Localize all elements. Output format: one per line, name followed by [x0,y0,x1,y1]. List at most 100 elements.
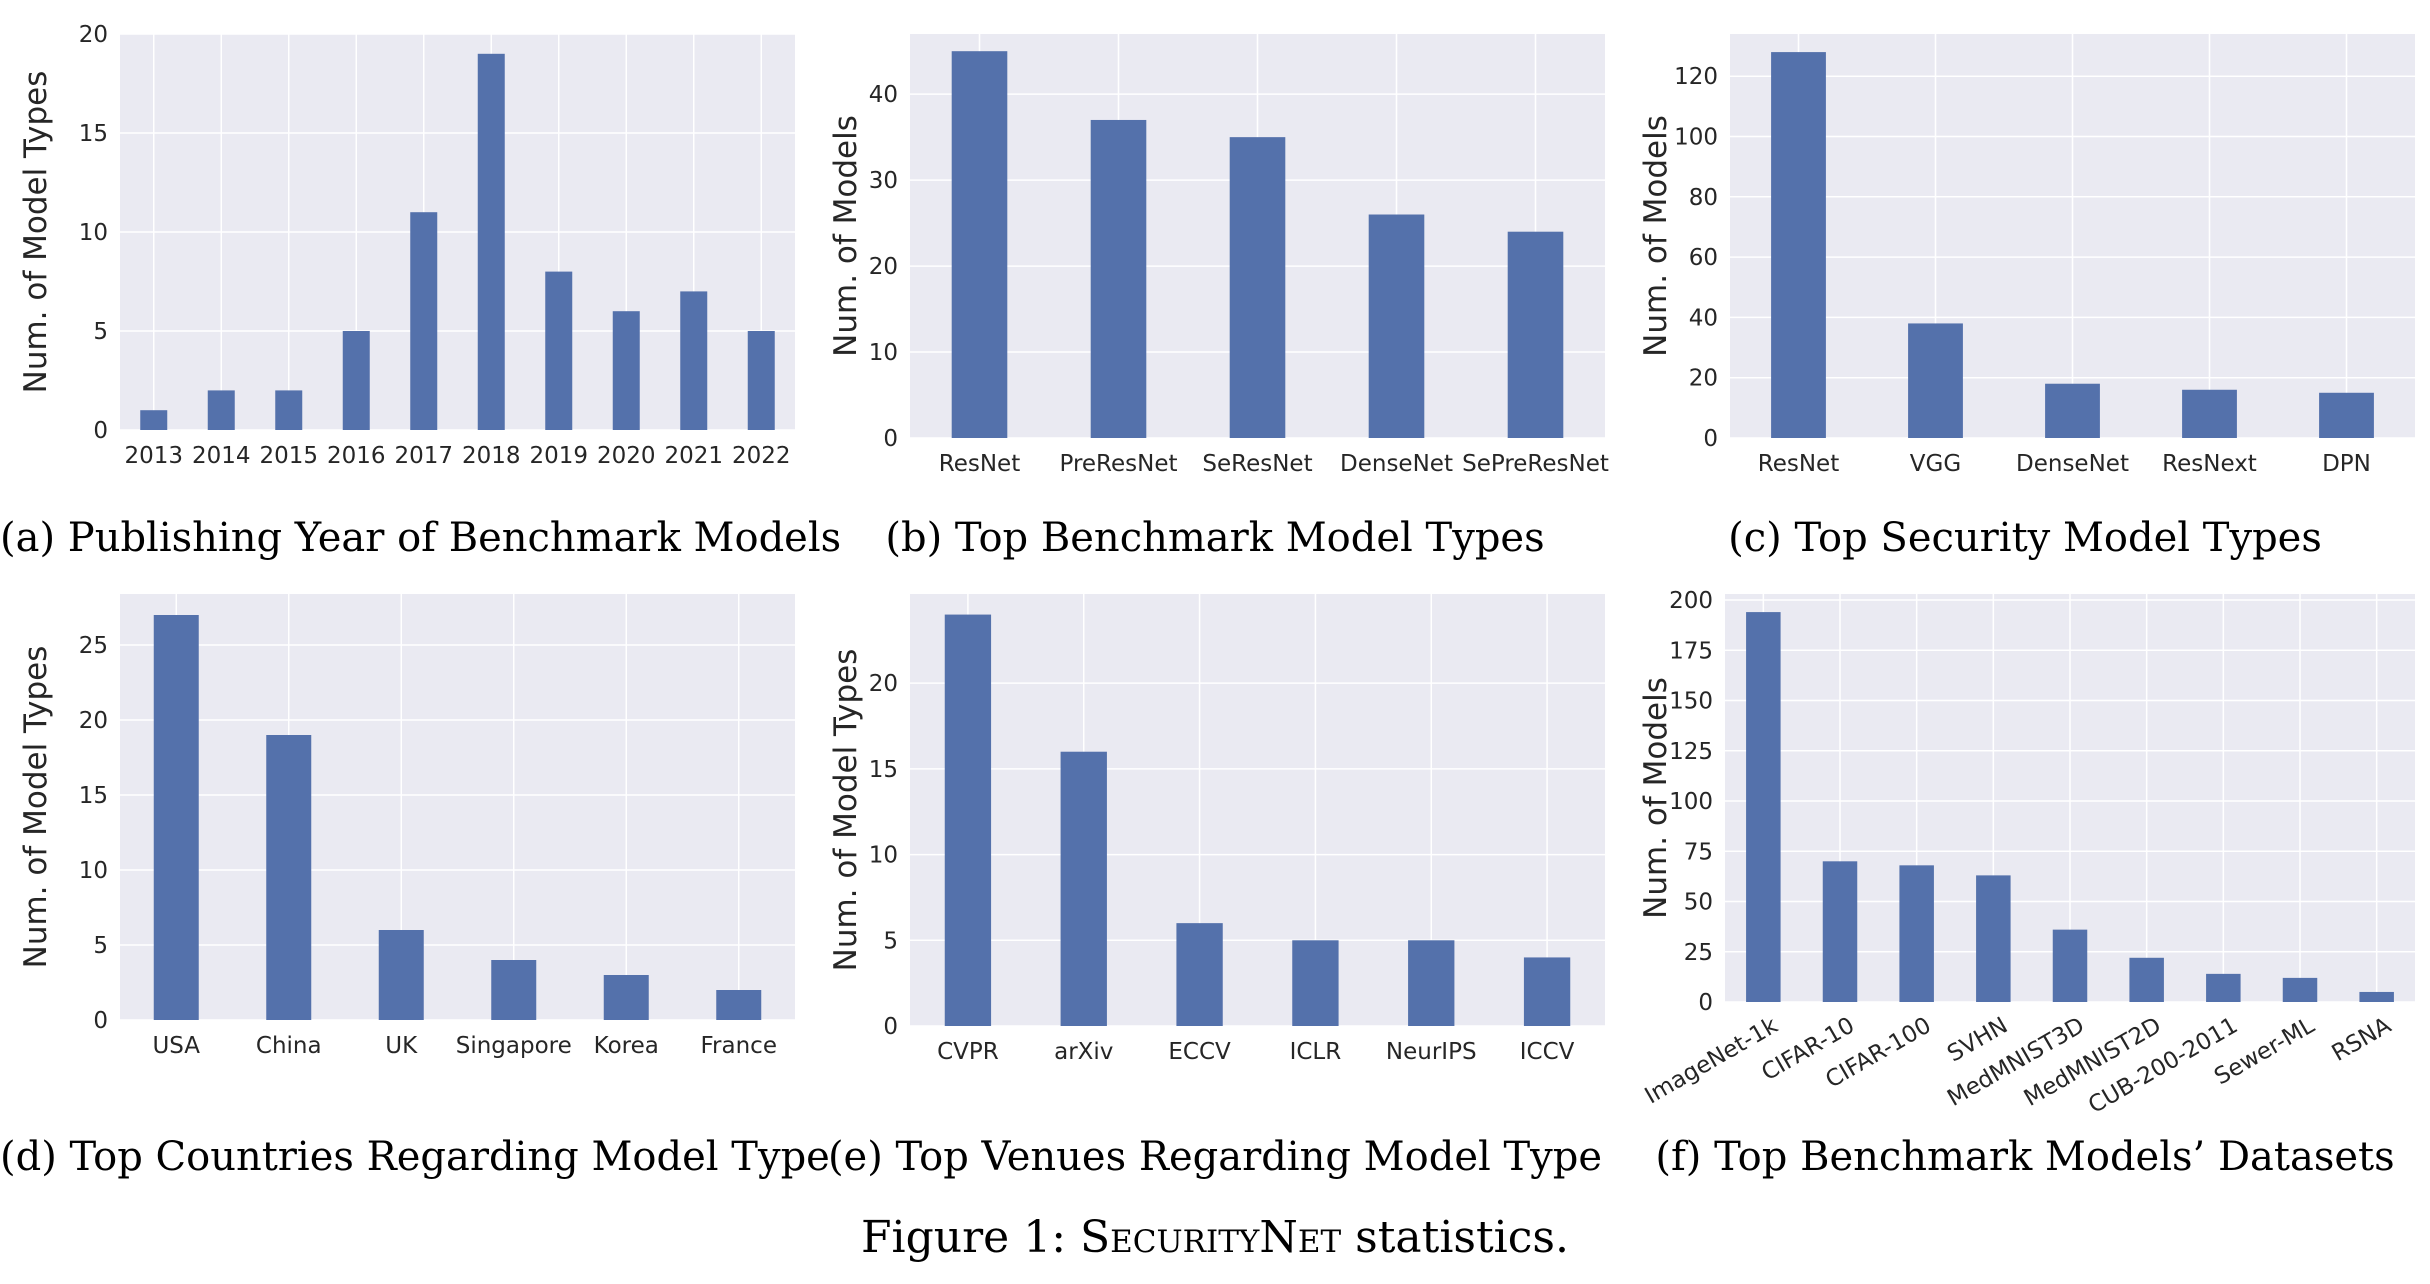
y-tick-label: 20 [869,254,898,280]
bar-preresnet [1090,119,1147,438]
y-tick-label: 60 [1689,245,1718,271]
y-tick-label: 30 [869,168,898,194]
x-tick-label: ECCV [1168,1039,1231,1065]
y-tick-label: 120 [1674,64,1718,90]
chart-d-svg: 0 5 10 15 20 25 USA China UK Singapore Korea France… [18,594,795,1059]
x-tick-label: ICCV [1520,1039,1575,1065]
chart-panel-c: 0 20 40 60 80 100 120 ResNet VGG DenseNet ResNext D… [1620,0,2430,477]
x-tick-label: CVPR [937,1039,999,1065]
y-tick-label: 10 [79,858,108,884]
x-tick-label: Korea [594,1033,659,1059]
figure-caption-prefix: Figure 1: [861,1212,1067,1263]
y-tick-label: 10 [79,220,108,246]
y-tick-label: 20 [79,708,108,734]
bar-cub-200-2011 [2206,973,2241,1002]
bar-2020 [612,311,640,430]
y-tick-label: 100 [1669,789,1713,815]
x-tick-label: DenseNet [2016,451,2129,477]
y-tick-label: 0 [883,426,898,452]
bar-dpn [2319,392,2374,438]
bar-2019 [545,271,573,430]
chart-a-svg: 0 5 10 15 20 2013 2014 2015 2016 2017 2018 2019 2020… [18,22,795,469]
y-tick-label: 0 [1698,990,1713,1016]
x-tick-label: USA [152,1033,200,1059]
figure-caption-suffix: statistics. [1355,1212,1569,1263]
y-tick-label: 15 [79,121,108,147]
x-tick-label: NeurIPS [1386,1039,1477,1065]
caption-e: (e) Top Venues Regarding Model Type [827,1134,1603,1180]
bar-2022 [747,331,775,430]
bar-uk [378,930,424,1020]
bar-resnet [951,51,1008,438]
plot-area [910,594,1605,1026]
x-tick-label: China [256,1033,322,1059]
y-tick-label: 15 [869,757,898,783]
caption-b: (b) Top Benchmark Model Types [885,515,1545,561]
bar-densenet [2045,383,2100,438]
y-tick-label: 0 [93,1008,108,1034]
bar-2018 [477,53,505,431]
bar-resnet [1771,52,1826,439]
x-tick-label: DenseNet [1340,451,1453,477]
bar-eccv [1176,923,1223,1026]
x-tick-label: ICLR [1290,1039,1342,1065]
bar-2016 [342,331,370,430]
bar-medmnist2d [2129,957,2164,1002]
x-tick-label: 2015 [259,443,318,469]
x-tick-label: 2017 [394,443,453,469]
bar-2014 [207,390,235,430]
y-tick-label: 75 [1684,839,1713,865]
y-tick-label: 5 [93,319,108,345]
chart-c-svg: 0 20 40 60 80 100 120 ResNet VGG DenseNet ResNext D… [1638,34,2415,477]
y-tick-label: 40 [869,82,898,108]
y-tick-label: 200 [1669,588,1713,614]
x-tick-label: 2016 [327,443,386,469]
bar-france [716,990,762,1020]
chart-panel-e: 0 5 10 15 20 CVPR arXiv ECCV ICLR NeurIPS ICCV Num.… [810,570,1620,1090]
chart-panel-a: 0 5 10 15 20 2013 2014 2015 2016 2017 2018 2019 2020… [0,0,810,470]
y-tick-label: 0 [93,418,108,444]
bar-neurips [1408,940,1455,1026]
y-tick-label: 5 [883,928,898,954]
bar-arxiv [1060,751,1107,1026]
y-axis-label: Num. of Models [828,115,864,357]
bar-singapore [491,960,537,1020]
chart-panel-b: 0 10 20 30 40 ResNet PreResNet SeResNet DenseNet… [810,0,1620,477]
x-tick-label: arXiv [1054,1039,1113,1065]
caption-a: (a) Publishing Year of Benchmark Models [0,515,842,561]
bar-rsna [2359,991,2394,1002]
y-tick-label: 10 [869,340,898,366]
bar-2021 [680,291,708,430]
bar-seresnet [1229,137,1286,439]
bar-korea [603,975,649,1020]
y-axis-label: Num. of Models [1638,115,1674,357]
x-tick-label: Singapore [456,1033,572,1059]
x-tick-label: RSNA [2328,1012,2396,1066]
bar-resnext [2182,389,2237,438]
y-axis-label: Num. of Model Types [18,71,54,394]
y-tick-label: 175 [1669,638,1713,664]
chart-b-svg: 0 10 20 30 40 ResNet PreResNet SeResNet DenseNet… [828,34,1609,477]
caption-f: (f) Top Benchmark Models’ Datasets [1655,1134,2395,1180]
x-tick-label: SeResNet [1202,451,1312,477]
chart-e-svg: 0 5 10 15 20 CVPR arXiv ECCV ICLR NeurIPS ICCV Num.… [828,594,1605,1065]
y-tick-label: 15 [79,783,108,809]
x-tick-label: France [701,1033,777,1059]
bar-cvpr [944,614,992,1026]
x-tick-label: 2021 [664,443,723,469]
y-tick-label: 100 [1674,125,1718,151]
bar-imagenet-1k [1746,612,1781,1002]
bar-2017 [410,212,438,430]
bar-2013 [140,410,168,430]
x-tick-label: SePreResNet [1462,451,1609,477]
bar-medmnist3d [2052,929,2088,1002]
y-tick-label: 0 [1703,426,1718,452]
plot-area [120,594,795,1020]
bar-cifar-100 [1899,865,1934,1002]
caption-d: (d) Top Countries Regarding Model Type [0,1134,830,1180]
x-tick-label: UK [385,1033,418,1059]
x-tick-label: ResNet [939,451,1020,477]
y-tick-label: 80 [1689,185,1718,211]
bar-2015 [275,390,303,430]
